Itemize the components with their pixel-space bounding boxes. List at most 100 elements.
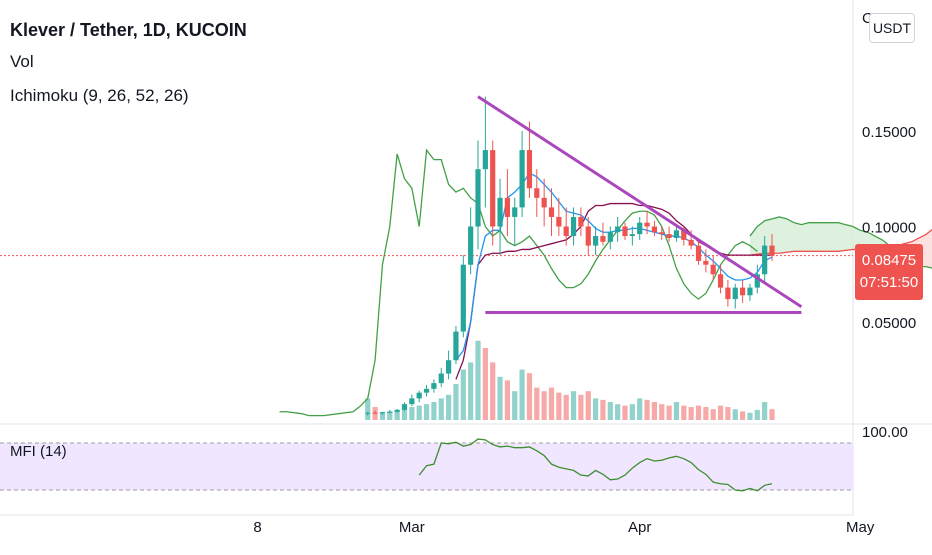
candle-body — [401, 404, 408, 410]
volume-bar — [460, 369, 466, 420]
candle-body — [740, 287, 746, 296]
trendlines — [477, 95, 803, 314]
time-tick-label: Apr — [628, 519, 651, 536]
volume-bar — [673, 402, 680, 420]
ichimoku-legend[interactable]: Ichimoku (9, 26, 52, 26) — [10, 86, 189, 105]
candle-body — [556, 216, 562, 227]
candle-body — [695, 245, 702, 261]
candle-body — [747, 287, 753, 296]
volume-bar — [453, 384, 459, 420]
candle-body — [534, 188, 540, 198]
candle-body — [570, 216, 577, 237]
volume-bar — [725, 407, 731, 420]
volume-bar — [446, 394, 452, 420]
volume-bar — [365, 398, 371, 420]
volume-bar — [688, 407, 694, 420]
candle-body — [725, 287, 731, 300]
candle-body — [431, 383, 437, 389]
candle-body — [446, 360, 452, 374]
candle-body — [548, 207, 555, 217]
axes: 0.15000 0.10000 0.05000 8 Mar Apr May 100.00 — [253, 124, 916, 536]
volume-bar — [754, 409, 760, 420]
volume-bar — [379, 412, 386, 420]
candle-body — [732, 287, 738, 300]
candle-body — [607, 232, 613, 242]
volume-bar — [732, 409, 738, 420]
current-price-value: 0.08475 — [861, 252, 917, 269]
volume-bar — [394, 409, 400, 420]
volume-bar — [644, 399, 650, 420]
candle-body — [585, 226, 591, 246]
candle-body — [600, 236, 606, 242]
candle-body — [475, 169, 481, 227]
volume-bar — [769, 409, 775, 420]
volume-bar — [482, 348, 488, 420]
volume-bar — [622, 405, 628, 420]
ichimoku-lines — [279, 148, 932, 417]
leading-span-b-line — [749, 228, 932, 256]
volume-bar — [504, 380, 510, 420]
volume-bar — [556, 392, 562, 420]
current-price-tag: 0.08475 07:51:50 — [855, 244, 923, 300]
candle-body — [490, 150, 496, 227]
volume-bar — [593, 398, 599, 420]
candle-body — [644, 222, 650, 227]
volume-bar — [401, 409, 408, 420]
volume-bar — [695, 405, 702, 420]
volume-bar — [438, 398, 444, 420]
volume-legend[interactable]: Vol — [10, 52, 34, 71]
time-tick-label: 8 — [253, 519, 261, 536]
candle-body — [659, 232, 665, 235]
candle-body — [754, 274, 760, 288]
candle-body — [629, 234, 635, 237]
volume-bar — [585, 391, 591, 420]
candle-body — [482, 150, 488, 170]
candle-body — [468, 226, 474, 265]
candle-body — [460, 264, 466, 332]
volume-bar — [570, 391, 577, 420]
candle-body — [497, 197, 503, 227]
candle-body — [409, 398, 415, 405]
volume-bar — [468, 362, 474, 420]
price-tick-label: 0.15000 — [862, 124, 916, 141]
volume-bar — [416, 405, 422, 420]
quote-currency-button[interactable]: USDT — [869, 13, 915, 43]
time-tick-label: May — [846, 519, 875, 536]
mfi-line — [418, 438, 773, 492]
candle-body — [593, 236, 599, 246]
candle-body — [769, 245, 775, 256]
candle-body — [651, 226, 657, 233]
candle-body — [372, 412, 378, 414]
candle-body — [519, 150, 525, 208]
volume-bar — [431, 402, 437, 420]
candle-body — [541, 197, 547, 208]
candle-body — [703, 260, 709, 265]
mfi-legend[interactable]: MFI (14) — [10, 443, 67, 460]
price-tick-label: 0.05000 — [862, 315, 916, 332]
candle-body — [666, 234, 672, 238]
volume-bar — [607, 402, 613, 420]
candle-body — [423, 388, 430, 393]
volume-bar — [512, 391, 518, 420]
volume-bar — [703, 407, 709, 420]
price-tick-label: 0.10000 — [862, 220, 916, 237]
volume-bar — [740, 411, 746, 420]
volume-bar — [563, 394, 569, 420]
volume-bar — [387, 411, 393, 420]
candle-body — [453, 331, 459, 361]
descending-resistance-trendline — [477, 95, 803, 308]
volume-bar — [526, 373, 533, 420]
time-tick-label: Mar — [399, 519, 425, 536]
candle-body — [379, 412, 386, 414]
volume-bar — [629, 404, 635, 420]
candle-body — [438, 373, 444, 384]
candles — [365, 96, 775, 416]
candle-body — [504, 197, 510, 217]
volume-bar — [666, 405, 672, 420]
candle-body — [563, 226, 569, 237]
volume-bar — [762, 402, 768, 420]
volume-bar — [615, 404, 621, 420]
candle-body — [717, 274, 724, 288]
